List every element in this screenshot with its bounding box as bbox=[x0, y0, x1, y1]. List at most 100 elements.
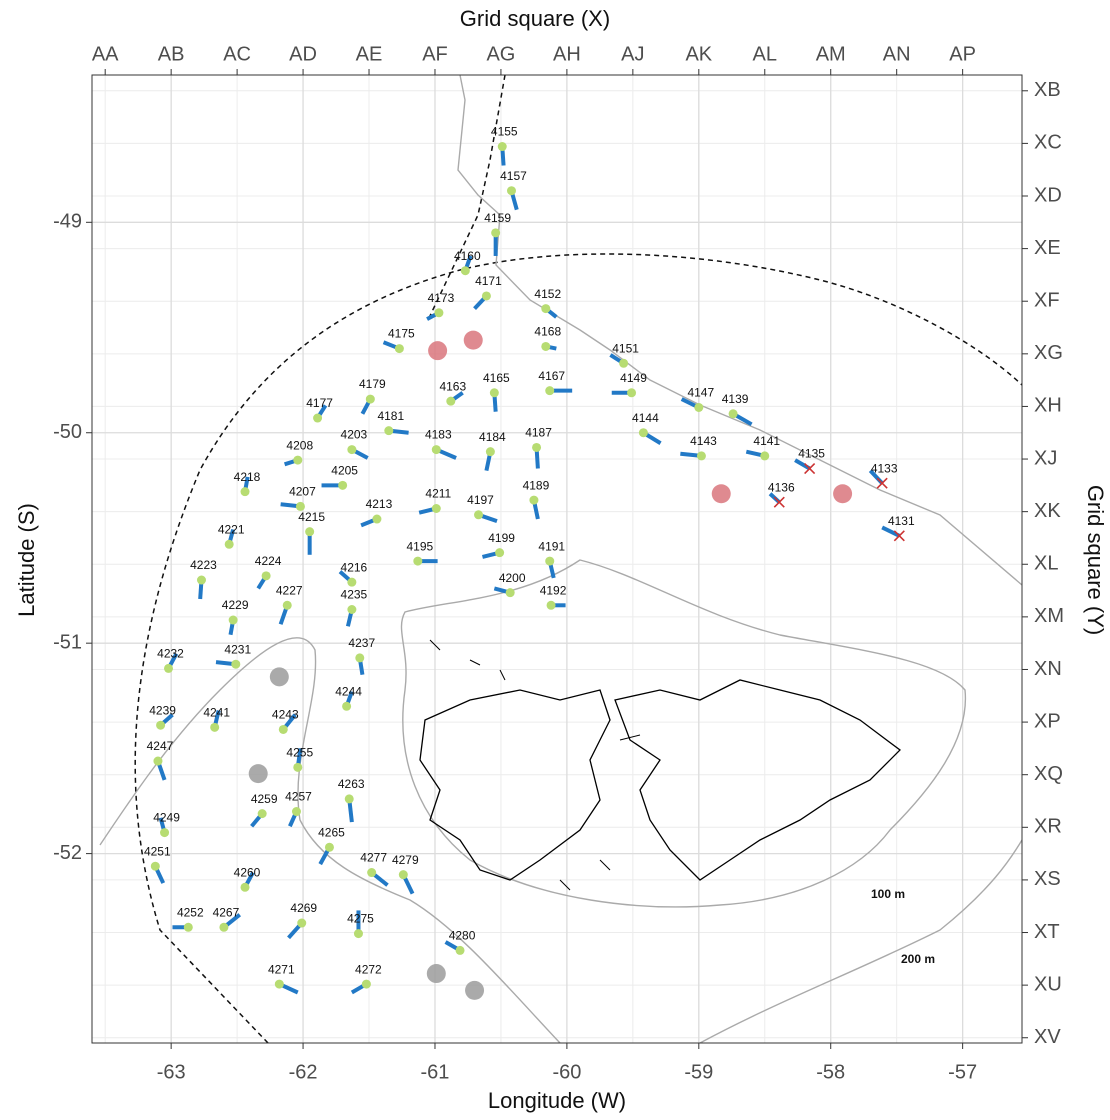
station-dot bbox=[295, 501, 305, 511]
y2-tick-label: XD bbox=[1034, 184, 1062, 206]
station-label: 4224 bbox=[255, 554, 282, 568]
station-label: 4133 bbox=[871, 461, 898, 475]
station-dot bbox=[228, 615, 238, 625]
station-label: 4255 bbox=[286, 746, 313, 760]
station-dot bbox=[324, 842, 334, 852]
station-dot bbox=[394, 344, 404, 354]
station-label: 4279 bbox=[392, 853, 419, 867]
station-dot bbox=[372, 514, 382, 524]
station-dot bbox=[481, 291, 491, 301]
station-label: 4183 bbox=[425, 428, 452, 442]
station-dot bbox=[365, 394, 375, 404]
isobath-100m bbox=[400, 559, 967, 908]
station-dot bbox=[497, 142, 507, 152]
station-label: 4244 bbox=[335, 684, 362, 698]
x2-axis-title: Grid square (X) bbox=[460, 6, 610, 31]
station-label: 4257 bbox=[285, 790, 312, 804]
station-dot bbox=[728, 409, 738, 419]
y-tick-label: -50 bbox=[53, 421, 82, 443]
station-dot bbox=[696, 451, 706, 461]
station-label: 4243 bbox=[272, 708, 299, 722]
stations: 4155 4157 4159 4160 4171 4173 4175 4152 4168 4151… bbox=[144, 125, 915, 1000]
station-dot bbox=[638, 428, 648, 438]
y2-tick-label: XN bbox=[1034, 658, 1062, 680]
station-label: 4239 bbox=[149, 703, 176, 717]
tow-segment bbox=[881, 525, 901, 538]
station-dot bbox=[627, 388, 637, 398]
west-falkland bbox=[419, 689, 611, 881]
station-dot bbox=[240, 487, 250, 497]
station-label: 4241 bbox=[203, 706, 230, 720]
station-label: 4208 bbox=[286, 438, 313, 452]
station-cross bbox=[773, 496, 785, 508]
isobath-200m bbox=[699, 839, 1022, 1043]
station-dot bbox=[344, 794, 354, 804]
y2-tick-label: XG bbox=[1034, 342, 1063, 364]
y2-tick-label: XS bbox=[1034, 868, 1061, 890]
station-dot bbox=[413, 556, 423, 566]
station-label: 4144 bbox=[632, 411, 659, 425]
station-dot bbox=[546, 600, 556, 610]
station-dot bbox=[297, 918, 307, 928]
station-label: 4152 bbox=[534, 287, 561, 301]
station-label: 4267 bbox=[213, 905, 240, 919]
station-dot bbox=[338, 480, 348, 490]
y2-tick-label: XH bbox=[1034, 395, 1062, 417]
station-dot bbox=[384, 426, 394, 436]
station-dot bbox=[291, 807, 301, 817]
station-label: 4269 bbox=[290, 901, 317, 915]
station-label: 4213 bbox=[366, 497, 393, 511]
station-label: 4195 bbox=[406, 539, 433, 553]
station-label: 4235 bbox=[341, 588, 368, 602]
isobath-label: 100 m bbox=[871, 887, 905, 901]
x-tick-label: -61 bbox=[421, 1061, 450, 1083]
station-dot bbox=[278, 724, 288, 734]
station-dot bbox=[305, 527, 315, 537]
station-dot bbox=[156, 720, 166, 730]
station-label: 4165 bbox=[483, 371, 510, 385]
station-dot bbox=[196, 575, 206, 585]
station-cross bbox=[893, 530, 905, 542]
station-label: 4167 bbox=[538, 369, 565, 383]
zone-boundary-north bbox=[427, 75, 506, 321]
station-label: 4135 bbox=[798, 447, 825, 461]
station-dot bbox=[210, 722, 220, 732]
station-dot bbox=[313, 413, 323, 423]
station-label: 4157 bbox=[500, 169, 527, 183]
y2-tick-label: XL bbox=[1034, 553, 1058, 575]
x-tick-label: -63 bbox=[157, 1061, 186, 1083]
catch-circle bbox=[465, 980, 485, 1000]
x2-tick-label: AA bbox=[92, 43, 119, 65]
station-label: 4207 bbox=[289, 485, 316, 499]
x-tick-label: -57 bbox=[948, 1061, 977, 1083]
station-dot bbox=[434, 308, 444, 318]
x2-tick-label: AE bbox=[356, 43, 383, 65]
zone-boundary bbox=[134, 253, 1022, 1043]
x2-tick-label: AJ bbox=[621, 43, 644, 65]
station-dot bbox=[240, 882, 250, 892]
station-label: 4171 bbox=[475, 274, 502, 288]
station-dot bbox=[446, 396, 456, 406]
station-label: 4227 bbox=[276, 583, 303, 597]
station-dot bbox=[293, 455, 303, 465]
y2-tick-label: XV bbox=[1034, 1026, 1061, 1048]
station-dot bbox=[293, 762, 303, 772]
x2-tick-label: AK bbox=[685, 43, 712, 65]
x2-tick-label: AH bbox=[553, 43, 581, 65]
x-tick-label: -62 bbox=[289, 1061, 318, 1083]
x2-tick-label: AL bbox=[753, 43, 777, 65]
station-dot bbox=[455, 945, 465, 955]
station-dot bbox=[545, 386, 555, 396]
station-label: 4159 bbox=[484, 211, 511, 225]
y-tick-label: -51 bbox=[53, 631, 82, 653]
station-label: 4221 bbox=[218, 522, 245, 536]
station-label: 4187 bbox=[525, 426, 552, 440]
station-dot bbox=[460, 266, 470, 276]
station-label: 4272 bbox=[355, 962, 382, 976]
station-label: 4229 bbox=[222, 598, 249, 612]
basemap bbox=[99, 75, 1022, 1043]
catch-circle bbox=[248, 764, 268, 784]
station-label: 4211 bbox=[425, 487, 451, 501]
station-label: 4168 bbox=[534, 325, 561, 339]
station-label: 4149 bbox=[620, 371, 647, 385]
